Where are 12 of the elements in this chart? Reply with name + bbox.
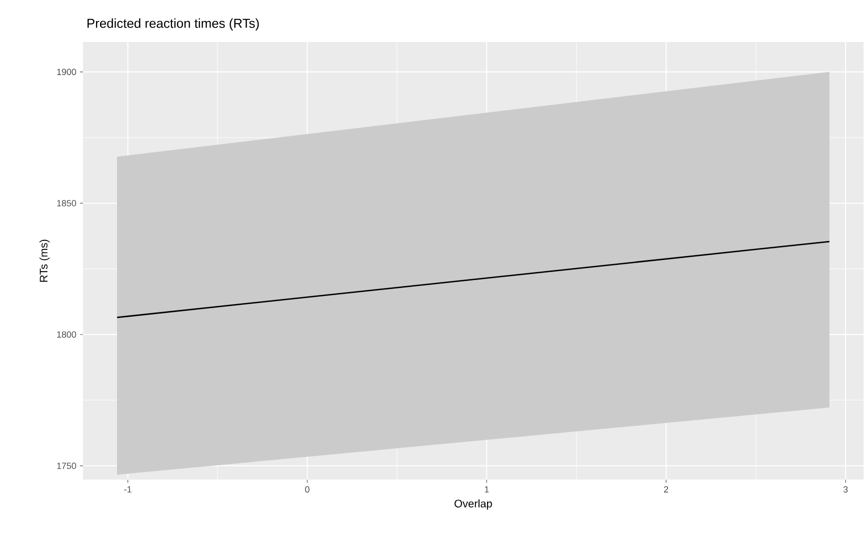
y-tick-label: 1850: [57, 200, 76, 207]
x-tick-label: 3: [843, 486, 848, 493]
y-tick-label: 1900: [57, 68, 76, 76]
x-axis-title: Overlap: [454, 500, 492, 510]
y-tick-label: 1800: [57, 331, 76, 338]
chart-title: Predicted reaction times (RTs): [88, 18, 259, 31]
x-tick-label: 2: [664, 486, 668, 493]
y-tick-label: 1750: [57, 462, 76, 470]
x-tick-label: 0: [305, 486, 310, 493]
x-tick-label: -1: [124, 486, 132, 493]
x-tick-label: 1: [484, 486, 489, 493]
y-axis-title: RTs (ms): [39, 240, 50, 282]
